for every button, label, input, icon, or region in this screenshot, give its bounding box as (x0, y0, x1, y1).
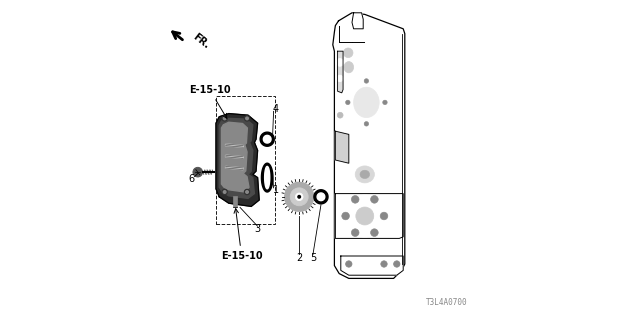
Circle shape (339, 44, 357, 62)
Ellipse shape (355, 166, 374, 183)
Circle shape (394, 261, 400, 267)
Polygon shape (335, 131, 349, 163)
Ellipse shape (340, 58, 358, 77)
Circle shape (337, 75, 343, 82)
Ellipse shape (349, 82, 384, 123)
Polygon shape (226, 155, 243, 158)
Circle shape (337, 198, 343, 205)
Polygon shape (219, 118, 254, 198)
Circle shape (337, 230, 343, 237)
Circle shape (285, 182, 314, 211)
Polygon shape (226, 144, 243, 147)
Circle shape (356, 207, 374, 225)
Circle shape (223, 117, 226, 120)
Circle shape (394, 230, 400, 237)
Circle shape (298, 196, 301, 198)
Polygon shape (265, 166, 270, 189)
Ellipse shape (353, 87, 380, 118)
Polygon shape (352, 13, 364, 29)
Text: 1: 1 (273, 185, 279, 196)
Circle shape (336, 59, 344, 66)
Text: E-15-10: E-15-10 (189, 84, 230, 118)
Circle shape (346, 100, 350, 105)
Text: 5: 5 (310, 252, 316, 263)
Circle shape (222, 189, 227, 195)
Circle shape (364, 122, 369, 126)
Circle shape (364, 79, 369, 83)
Circle shape (351, 229, 359, 236)
Bar (365, 34, 390, 46)
Circle shape (344, 195, 385, 237)
Polygon shape (340, 256, 403, 275)
Circle shape (246, 191, 248, 193)
Text: FR.: FR. (191, 32, 211, 51)
Polygon shape (314, 190, 328, 204)
Circle shape (282, 179, 317, 214)
Circle shape (346, 261, 352, 267)
Circle shape (351, 196, 359, 203)
Polygon shape (333, 13, 405, 278)
Polygon shape (317, 193, 325, 201)
Text: 4: 4 (273, 104, 279, 114)
Polygon shape (264, 135, 271, 143)
Circle shape (371, 196, 378, 203)
Text: 2: 2 (296, 252, 302, 263)
Circle shape (246, 117, 248, 120)
Circle shape (193, 167, 202, 177)
Text: 3: 3 (255, 224, 260, 234)
Circle shape (342, 212, 349, 220)
Circle shape (291, 188, 308, 206)
Ellipse shape (360, 170, 370, 179)
Circle shape (336, 103, 344, 111)
Polygon shape (335, 194, 403, 238)
Polygon shape (216, 114, 259, 206)
Text: T3L4A0700: T3L4A0700 (426, 298, 467, 307)
Circle shape (222, 116, 227, 121)
Circle shape (337, 112, 343, 118)
Polygon shape (221, 122, 249, 192)
Circle shape (383, 100, 387, 105)
Circle shape (244, 189, 250, 195)
Circle shape (371, 229, 378, 236)
Polygon shape (338, 51, 343, 93)
Circle shape (296, 193, 303, 201)
Text: E-15-10: E-15-10 (221, 209, 262, 261)
Polygon shape (262, 163, 273, 192)
Ellipse shape (344, 61, 353, 73)
Circle shape (380, 212, 388, 220)
Circle shape (244, 116, 250, 121)
Bar (216, 96, 275, 224)
Circle shape (343, 48, 353, 58)
Circle shape (381, 261, 387, 267)
Polygon shape (226, 166, 243, 170)
Text: 6: 6 (188, 174, 195, 184)
Bar (233, 196, 237, 207)
Circle shape (223, 191, 226, 193)
Ellipse shape (351, 162, 380, 187)
Polygon shape (260, 132, 275, 146)
